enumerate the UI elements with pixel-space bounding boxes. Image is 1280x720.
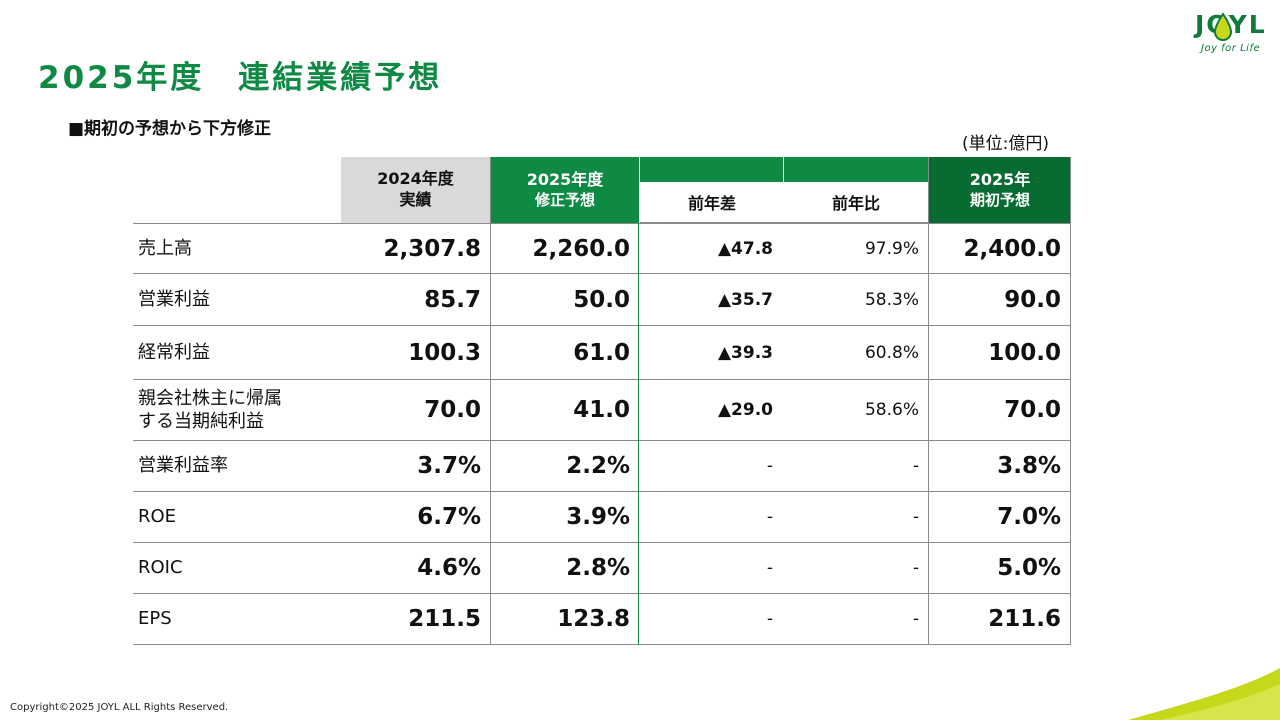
row-label: 営業利益 xyxy=(138,288,210,310)
value-ratio: 58.6% xyxy=(864,400,919,420)
slide-title: 2025年度 連結業績予想 xyxy=(38,60,443,96)
table-row: EPS 211.5 123.8 - - 211.6 xyxy=(133,594,1071,645)
header-2025-line1: 2025年度 xyxy=(526,169,604,189)
row-label: 営業利益率 xyxy=(138,455,228,477)
header-yoy-ratio: 前年比 xyxy=(784,182,928,223)
value-2024: 2,307.8 xyxy=(383,235,482,262)
value-ratio: - xyxy=(912,456,919,476)
value-2025: 3.9% xyxy=(566,504,630,530)
unit-label: (単位:億円) xyxy=(962,134,1049,154)
logo-tagline: Joy for Life xyxy=(1201,43,1261,54)
header-2024-actual: 2024年度 実績 xyxy=(341,157,490,223)
header-2024-line1: 2024年度 xyxy=(377,169,454,189)
value-2025: 41.0 xyxy=(573,397,630,423)
value-ratio: 60.8% xyxy=(864,342,919,363)
value-diff: ▲39.3 xyxy=(717,342,773,363)
header-comparison-band xyxy=(640,157,928,182)
value-2025: 2,260.0 xyxy=(532,235,631,262)
value-initial: 7.0% xyxy=(997,504,1061,530)
table-row: 親会社株主に帰属 する当期純利益 70.0 41.0 ▲29.0 58.6% 7… xyxy=(133,380,1071,441)
table-row: ROIC 4.6% 2.8% - - 5.0% xyxy=(133,543,1071,594)
row-label-line1: 親会社株主に帰属 xyxy=(138,387,282,409)
value-2024: 211.5 xyxy=(408,606,481,632)
forecast-table: 2024年度 実績 2025年度 修正予想 前年差 前年比 2025年 期初予想… xyxy=(133,157,1071,645)
value-diff: ▲35.7 xyxy=(717,289,773,310)
grid-line xyxy=(928,157,929,645)
table-row: 営業利益率 3.7% 2.2% - - 3.8% xyxy=(133,441,1071,492)
oil-drop-icon xyxy=(1213,12,1233,41)
value-diff: ▲47.8 xyxy=(717,238,773,259)
value-2025: 50.0 xyxy=(573,286,630,313)
page-number: 11 xyxy=(1257,700,1270,711)
value-2024: 100.3 xyxy=(408,339,481,366)
value-ratio: - xyxy=(912,609,919,629)
value-2024: 85.7 xyxy=(424,286,481,313)
table-header-row: 2024年度 実績 2025年度 修正予想 前年差 前年比 2025年 期初予想 xyxy=(133,157,1071,223)
value-diff: - xyxy=(766,609,773,629)
value-initial: 70.0 xyxy=(1004,397,1061,423)
value-initial: 90.0 xyxy=(1004,286,1061,313)
header-2025-line2: 修正予想 xyxy=(534,190,595,209)
value-ratio: 97.9% xyxy=(864,238,919,259)
table-row: 経常利益 100.3 61.0 ▲39.3 60.8% 100.0 xyxy=(133,326,1071,380)
value-ratio: 58.3% xyxy=(864,289,919,310)
value-ratio: - xyxy=(912,558,919,578)
header-2025-initial: 2025年 期初予想 xyxy=(929,157,1071,223)
table-row: ROE 6.7% 3.9% - - 7.0% xyxy=(133,492,1071,543)
value-initial: 2,400.0 xyxy=(963,235,1062,262)
row-label: 経常利益 xyxy=(138,341,210,363)
value-2024: 6.7% xyxy=(417,504,481,530)
header-initial-line2: 期初予想 xyxy=(969,190,1030,209)
row-label: ROIC xyxy=(138,557,183,579)
row-label: 売上高 xyxy=(138,237,192,259)
row-label: ROE xyxy=(138,506,177,528)
value-diff: ▲29.0 xyxy=(717,400,773,420)
value-2025: 61.0 xyxy=(573,339,630,366)
value-diff: - xyxy=(766,507,773,527)
company-logo: JOYL Joy for Life xyxy=(1195,8,1271,58)
row-label-line2: する当期純利益 xyxy=(138,411,264,432)
row-label: EPS xyxy=(138,608,172,630)
value-initial: 5.0% xyxy=(997,555,1061,581)
value-initial: 211.6 xyxy=(988,606,1061,632)
header-2025-revised: 2025年度 修正予想 xyxy=(491,157,639,223)
table-row: 売上高 2,307.8 2,260.0 ▲47.8 97.9% 2,400.0 xyxy=(133,223,1071,274)
header-yoy-diff: 前年差 xyxy=(640,182,784,223)
value-2024: 70.0 xyxy=(424,397,481,423)
value-2024: 4.6% xyxy=(417,555,481,581)
copyright-text: Copyright©2025 JOYL ALL Rights Reserved. xyxy=(10,702,229,713)
header-initial-line1: 2025年 xyxy=(969,169,1031,189)
slide-subtitle: ■期初の予想から下方修正 xyxy=(68,119,272,139)
value-2025: 123.8 xyxy=(557,606,630,632)
grid-line xyxy=(490,157,491,645)
value-initial: 100.0 xyxy=(988,339,1061,366)
grid-line xyxy=(1070,157,1071,645)
row-label: 親会社株主に帰属 する当期純利益 xyxy=(138,380,338,440)
table-row: 営業利益 85.7 50.0 ▲35.7 58.3% 90.0 xyxy=(133,274,1071,326)
grid-line xyxy=(638,157,639,645)
value-ratio: - xyxy=(912,507,919,527)
header-2024-line2: 実績 xyxy=(399,190,432,209)
value-diff: - xyxy=(766,456,773,476)
value-2025: 2.8% xyxy=(566,555,630,581)
value-diff: - xyxy=(766,558,773,578)
value-2025: 2.2% xyxy=(566,453,630,479)
value-initial: 3.8% xyxy=(997,453,1061,479)
value-2024: 3.7% xyxy=(417,453,481,479)
